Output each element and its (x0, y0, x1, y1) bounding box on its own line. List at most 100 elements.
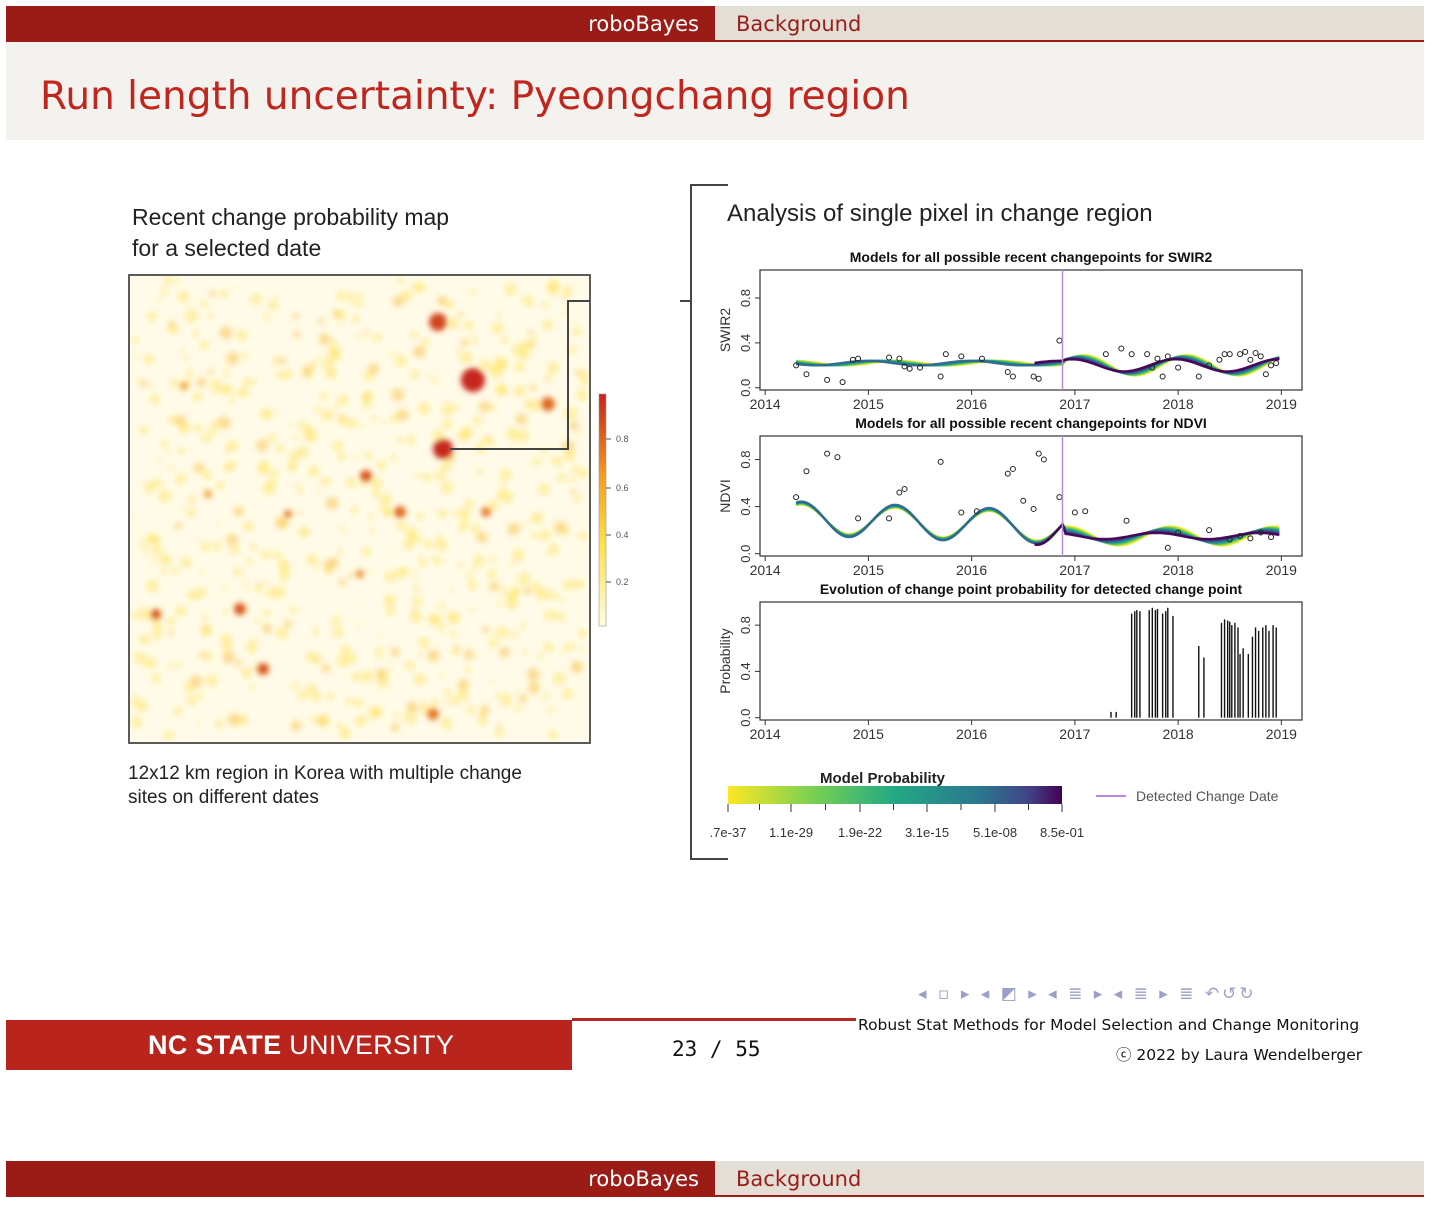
map-speckle (167, 415, 178, 425)
map-speckle (444, 299, 455, 310)
map-speckle (186, 508, 196, 518)
map-speckle (555, 594, 561, 599)
observation-point (958, 353, 965, 360)
map-speckle (430, 555, 438, 563)
map-speckle (222, 608, 229, 615)
map-speckle (143, 353, 155, 365)
map-speckle (327, 346, 336, 356)
map-speckle (391, 388, 405, 402)
map-speckle (560, 651, 564, 655)
map-speckle (174, 278, 180, 285)
map-speckle (296, 446, 309, 459)
header-section-right[interactable]: Background (715, 1161, 1424, 1197)
map-speckle (527, 300, 534, 307)
map-speckle (564, 642, 574, 652)
map-speckle (297, 420, 305, 428)
map-speckle (375, 651, 383, 659)
map-speckle (522, 650, 528, 656)
observation-point (1206, 527, 1213, 534)
map-speckle (539, 529, 552, 541)
map-speckle (481, 626, 490, 634)
map-speckle (298, 488, 304, 495)
map-speckle (318, 333, 330, 345)
observation-point (1273, 360, 1280, 367)
map-speckle (435, 470, 446, 481)
map-speckle (157, 458, 161, 462)
map-speckle (573, 664, 579, 670)
map-speckle (228, 460, 237, 469)
header-section-left[interactable]: roboBayes (6, 1161, 715, 1197)
map-speckle (336, 394, 349, 407)
map-hotspot (284, 510, 292, 518)
map-callout-line (450, 300, 590, 450)
beamer-navigation[interactable]: ◂ ▫ ▸ ◂ ◩ ▸ ◂ ≣ ▸ ◂ ≣ ▸ ≣ ↶↺↻ (918, 984, 1257, 1004)
map-speckle (276, 370, 286, 380)
map-speckle (392, 295, 404, 308)
map-speckle (384, 550, 388, 554)
map-speckle (233, 506, 244, 517)
map-speckle (486, 569, 497, 580)
map-speckle (214, 719, 224, 729)
map-speckle (289, 605, 298, 614)
map-speckle (546, 283, 559, 296)
chart-frame (759, 269, 1303, 391)
map-speckle (489, 403, 497, 411)
map-speckle (569, 475, 577, 483)
map-speckle (497, 478, 501, 483)
map-speckle (372, 706, 383, 718)
map-speckle (546, 590, 556, 601)
map-speckle (570, 319, 575, 323)
map-speckle (373, 333, 382, 343)
map-speckle (474, 341, 478, 346)
map-hotspot (481, 507, 491, 517)
map-speckle (547, 372, 554, 379)
logo-bold-text: NC STATE (148, 1030, 282, 1060)
map-speckle (361, 670, 374, 683)
map-speckle (541, 320, 553, 331)
map-speckle (177, 290, 189, 303)
header-section-left[interactable]: roboBayes (6, 6, 715, 42)
y-axis-label: SWIR2 (717, 308, 733, 353)
map-speckle (132, 517, 136, 521)
map-speckle (319, 422, 323, 426)
map-speckle (209, 290, 216, 297)
map-speckle (579, 667, 583, 671)
observation-point (1247, 356, 1254, 363)
colorbar-tick-label: 0.2 (616, 577, 629, 587)
map-speckle (577, 531, 587, 540)
observation-point (834, 454, 841, 461)
map-speckle (329, 557, 339, 567)
map-hotspot (180, 382, 188, 390)
map-speckle (361, 333, 367, 339)
map-speckle (454, 645, 461, 652)
map-speckle (263, 581, 268, 586)
map-speckle (438, 602, 445, 610)
map-speckle (496, 359, 502, 365)
legend-tick-label: 1.1e-29 (769, 825, 813, 840)
map-speckle (227, 713, 240, 726)
map-speckle (346, 476, 357, 488)
map-speckle (564, 450, 575, 461)
map-speckle (325, 496, 339, 510)
map-speckle (371, 488, 381, 498)
map-speckle (275, 516, 288, 530)
map-hotspot (433, 439, 453, 459)
map-speckle (186, 695, 197, 706)
map-speckle (437, 295, 448, 306)
map-caption-line1: 12x12 km region in Korea with multiple c… (128, 763, 522, 784)
map-speckle (200, 300, 208, 309)
y-axis-label: NDVI (717, 479, 733, 512)
map-speckle (178, 422, 190, 434)
map-speckle (242, 377, 253, 387)
header-section-right[interactable]: Background (715, 6, 1424, 42)
map-hotspot (429, 313, 447, 331)
map-speckle (344, 697, 353, 706)
map-speckle (261, 623, 273, 634)
map-speckle (262, 313, 269, 320)
observation-point (1009, 465, 1016, 472)
map-speckle (520, 340, 531, 351)
observation-point (886, 354, 893, 361)
map-speckle (423, 539, 434, 549)
map-speckle (492, 630, 496, 634)
map-speckle (185, 502, 190, 506)
